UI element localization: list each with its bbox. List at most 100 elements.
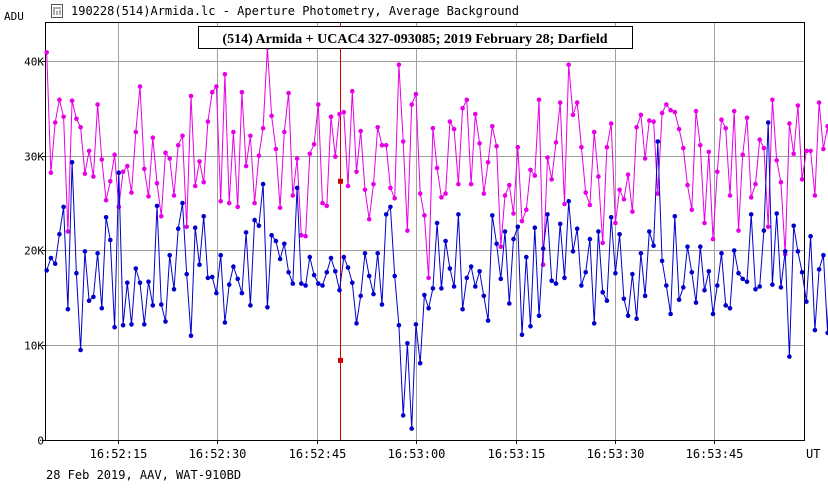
data-point: [400, 413, 406, 418]
data-point: [630, 271, 635, 277]
data-point: [647, 229, 652, 234]
data-point: [799, 177, 805, 182]
data-point: [129, 190, 134, 195]
data-point: [557, 221, 563, 227]
data-point: [490, 124, 495, 129]
data-point: [434, 165, 440, 171]
data-point: [320, 200, 325, 206]
data-point: [201, 214, 206, 219]
data-point: [795, 103, 801, 108]
data-point: [422, 213, 427, 218]
data-point: [608, 121, 614, 126]
data-point: [668, 311, 673, 317]
data-point: [634, 316, 639, 322]
x-tick-label: 16:53:30: [587, 447, 645, 461]
data-point: [413, 322, 419, 327]
data-point: [519, 218, 525, 224]
data-point: [617, 232, 622, 237]
data-point: [400, 139, 406, 144]
data-point: [167, 156, 172, 161]
data-point: [371, 181, 376, 187]
data-point: [630, 209, 635, 214]
data-point: [239, 89, 245, 95]
data-point: [120, 169, 126, 175]
data-point: [536, 313, 542, 319]
data-point: [426, 275, 431, 281]
data-point: [812, 327, 818, 333]
data-point: [345, 183, 351, 189]
data-point: [727, 193, 733, 198]
data-point: [99, 157, 105, 162]
y-tick-label: 10K: [24, 340, 44, 353]
data-point: [753, 287, 758, 292]
data-point: [719, 251, 724, 256]
data-point: [91, 294, 96, 300]
data-point: [103, 215, 109, 220]
data-point: [502, 193, 508, 198]
data-point: [715, 169, 720, 175]
data-point: [231, 129, 236, 135]
data-point: [273, 238, 279, 244]
data-point: [184, 271, 189, 277]
data-point: [515, 144, 521, 150]
data-point: [659, 110, 665, 116]
data-point: [290, 281, 296, 286]
data-point: [651, 119, 656, 124]
data-point: [112, 152, 117, 157]
data-point: [439, 195, 444, 200]
data-point: [787, 354, 792, 359]
data-point: [354, 321, 359, 326]
data-point: [511, 236, 516, 242]
data-point: [600, 240, 605, 246]
data-point: [617, 187, 622, 193]
data-point: [413, 91, 419, 97]
data-point: [698, 143, 703, 148]
data-point: [48, 170, 54, 175]
data-point: [265, 305, 270, 310]
data-point: [591, 129, 597, 135]
data-point: [507, 182, 512, 188]
data-point: [430, 286, 436, 291]
chart-title: (514) Armida + UCAC4 327-093085; 2019 Fe…: [222, 32, 607, 47]
data-point: [341, 254, 347, 260]
data-point: [447, 266, 453, 271]
data-point: [532, 173, 538, 178]
data-point: [689, 207, 695, 212]
data-point: [44, 50, 49, 55]
data-point: [481, 293, 487, 299]
data-point: [239, 290, 245, 296]
window-titlebar: 190228(514)Armida.lc - Aperture Photomet…: [0, 0, 828, 24]
data-point: [524, 207, 529, 212]
data-point: [108, 237, 113, 243]
data-point: [753, 181, 758, 187]
data-point: [417, 191, 423, 196]
data-point: [341, 109, 347, 115]
data-point: [706, 149, 712, 155]
data-point: [328, 114, 334, 120]
data-point: [235, 276, 240, 282]
data-point: [447, 119, 453, 124]
data-point: [672, 109, 678, 115]
data-point: [180, 133, 185, 139]
data-point: [52, 261, 58, 267]
data-point: [82, 171, 88, 176]
data-point: [91, 174, 96, 179]
data-point: [608, 215, 614, 220]
chart-grid: [46, 23, 804, 440]
data-point: [481, 191, 487, 196]
data-point: [405, 341, 410, 346]
data-point: [392, 196, 398, 201]
target-series: [44, 120, 828, 431]
chart-title-box: [198, 26, 633, 49]
data-point: [69, 98, 75, 103]
data-point: [192, 225, 198, 230]
data-point: [103, 197, 109, 203]
data-point: [252, 200, 257, 206]
event-marker-point: [338, 178, 343, 184]
data-point: [642, 293, 648, 299]
data-point: [579, 144, 584, 150]
series-line: [46, 47, 828, 278]
data-point: [460, 306, 465, 312]
data-point: [175, 226, 181, 231]
data-point: [634, 125, 639, 130]
